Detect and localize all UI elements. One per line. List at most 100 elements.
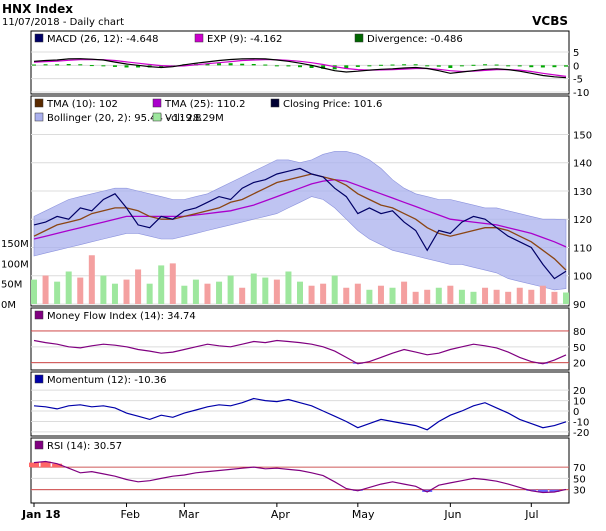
volume-bar xyxy=(297,281,303,304)
volume-bar xyxy=(65,271,72,304)
price-legend-swatch xyxy=(34,98,44,108)
volume-bar xyxy=(539,285,546,304)
divergence-bar xyxy=(112,65,117,67)
price-legend-swatch xyxy=(270,98,280,108)
rsi-oversold-fill xyxy=(422,489,433,492)
x-axis-label: Jul xyxy=(524,508,538,521)
rsi-line xyxy=(33,460,567,494)
rsi-oversold-fill xyxy=(549,489,560,492)
volume-bar xyxy=(308,285,315,304)
mfi-y-tick-label: 50 xyxy=(573,343,586,354)
divergence-bar xyxy=(483,64,488,66)
volume-bar xyxy=(54,281,61,304)
volume-bar xyxy=(401,281,408,304)
volume-bar xyxy=(331,275,338,304)
divergence-bar xyxy=(298,65,302,68)
divergence-bar xyxy=(436,65,441,67)
macd-legend-swatch xyxy=(34,33,44,43)
x-axis-label: Mar xyxy=(178,508,199,521)
chart-title: HNX Index xyxy=(2,2,73,16)
volume-bar xyxy=(77,277,84,304)
tma10-line xyxy=(33,173,567,271)
divergence-bar xyxy=(425,65,430,67)
price-legend-label: TMA (25): 110.2 xyxy=(164,99,245,110)
volume-bar xyxy=(262,277,269,304)
brand-label: VCBS xyxy=(532,14,568,28)
volume-bar xyxy=(551,291,558,304)
volume-bar xyxy=(447,285,454,304)
volume-bar xyxy=(250,273,257,304)
divergence-bar xyxy=(448,65,453,68)
price-y-tick-label: 120 xyxy=(573,215,592,226)
macd-legend-label: EXP (9): -4.162 xyxy=(207,34,282,45)
momentum-y-tick-label: 0 xyxy=(573,407,579,418)
volume-bar xyxy=(516,287,523,304)
volume-bar xyxy=(158,265,165,304)
divergence-bar xyxy=(540,65,545,68)
volume-bar xyxy=(169,263,176,304)
price-y-tick-label: 150 xyxy=(573,130,592,141)
volume-bar xyxy=(31,279,37,304)
volume-bar xyxy=(204,283,211,304)
divergence-bar xyxy=(274,65,279,67)
price-legend-label: Closing Price: 101.6 xyxy=(283,99,382,110)
price-legend-label: Bollinger (20, 2): 95.44 - 119.8 xyxy=(47,113,201,124)
volume-bar xyxy=(192,279,199,304)
price-y-tick-label: 140 xyxy=(573,159,592,170)
macd-y-tick-label: -10 xyxy=(573,88,589,99)
volume-bar xyxy=(366,289,373,304)
divergence-bar xyxy=(286,65,291,67)
divergence-bar xyxy=(321,65,326,69)
divergence-bar xyxy=(78,64,83,66)
price-legend-label: TMA (10): 102 xyxy=(46,99,118,110)
volume-bar xyxy=(493,289,500,304)
exp-line xyxy=(33,58,567,77)
divergence-bar xyxy=(552,65,557,68)
divergence-bar xyxy=(355,65,360,67)
volume-bar xyxy=(528,289,535,304)
rsi-legend-label: RSI (14): 30.57 xyxy=(47,441,122,452)
macd-legend-label: Divergence: -0.486 xyxy=(367,34,463,45)
macd-legend-label: MACD (26, 12): -4.648 xyxy=(47,34,159,45)
price-y-tick-label: 100 xyxy=(573,272,592,283)
divergence-bar xyxy=(124,65,129,68)
divergence-bar xyxy=(89,65,94,67)
volume-bar xyxy=(100,275,107,304)
volume-bar xyxy=(216,281,223,304)
momentum-legend-label: Momentum (12): -10.36 xyxy=(47,375,166,386)
volume-axis-label: 100M xyxy=(1,259,29,270)
mfi-y-tick-label: 80 xyxy=(573,327,586,338)
macd-y-tick-label: -5 xyxy=(573,75,583,86)
volume-bar xyxy=(412,291,419,304)
volume-bar xyxy=(563,292,569,304)
divergence-bar xyxy=(263,64,268,66)
chart-subtitle: 11/07/2018 - Daily chart xyxy=(2,17,124,28)
volume-axis-label: 150M xyxy=(1,239,29,250)
volume-bar xyxy=(273,279,280,304)
x-axis-label: Feb xyxy=(121,508,140,521)
macd-y-tick-label: 5 xyxy=(573,48,579,59)
volume-bar xyxy=(320,283,327,304)
mfi-legend-swatch xyxy=(34,310,44,320)
divergence-bar xyxy=(205,63,210,66)
x-axis-label: Jan 18 xyxy=(21,508,60,521)
divergence-bar xyxy=(413,64,418,66)
rsi-y-tick-label: 30 xyxy=(573,486,586,497)
volume-bar xyxy=(135,269,142,304)
volume-bar xyxy=(239,287,246,304)
tma25-line xyxy=(33,179,567,248)
divergence-bar xyxy=(159,65,164,68)
divergence-bar xyxy=(251,64,256,66)
mfi-legend-label: Money Flow Index (14): 34.74 xyxy=(47,311,196,322)
divergence-bar xyxy=(378,64,383,66)
divergence-bar xyxy=(101,65,106,67)
rsi-y-tick-label: 70 xyxy=(573,463,586,474)
divergence-bar xyxy=(66,64,71,66)
divergence-bar xyxy=(309,65,314,68)
volume-bar xyxy=(424,289,431,304)
divergence-bar xyxy=(367,65,372,67)
rsi-oversold-fill xyxy=(537,489,548,493)
volume-bar xyxy=(458,289,465,304)
bollinger-band xyxy=(33,151,567,291)
